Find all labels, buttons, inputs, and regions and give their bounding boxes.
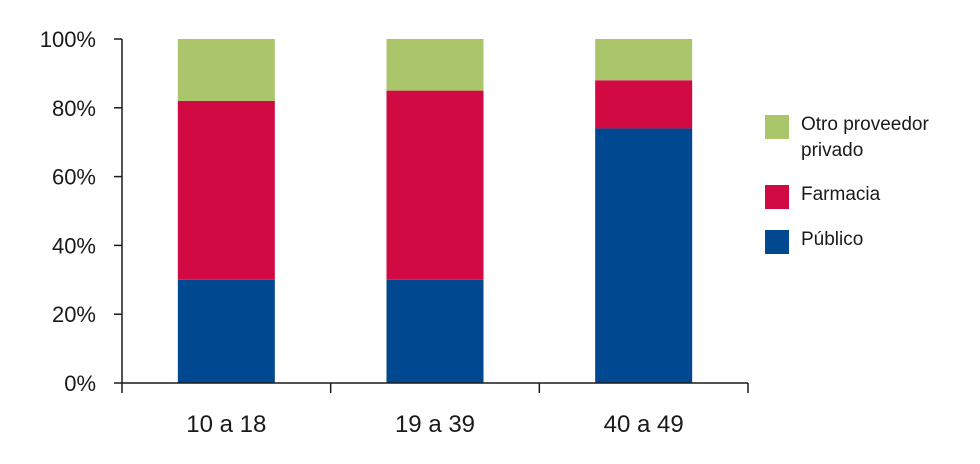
bar-otro-proveedor-privado-1 <box>177 39 275 101</box>
legend-label-farmacia: Farmacia <box>801 184 881 205</box>
legend-swatch-otro-proveedor <box>765 115 789 139</box>
y-tick-label: 60% <box>52 165 96 190</box>
x-tick-label: 19 a 39 <box>395 411 475 438</box>
legend-item-otro-proveedor: Otro proveedor privado <box>765 112 975 164</box>
bar-publico-1 <box>177 279 275 383</box>
x-tick-label: 10 a 18 <box>186 411 266 438</box>
bar-farmacia-3 <box>595 80 693 129</box>
y-tick-label: 100% <box>40 27 96 52</box>
bar-otro-proveedor-privado-2 <box>386 39 484 91</box>
y-tick-label: 40% <box>52 233 96 258</box>
legend: Otro proveedor privado Farmacia Público <box>765 112 975 272</box>
y-tick-label: 20% <box>52 302 96 327</box>
axes-group: 10 a 18 19 a 39 40 a 49 0% 20% 40% 60% 80% 100% <box>40 27 749 438</box>
y-tick-label: 0% <box>64 371 96 396</box>
bars-group <box>177 39 693 383</box>
bar-publico-2 <box>386 279 484 383</box>
x-tick-label: 40 a 49 <box>604 411 684 438</box>
bar-publico-3 <box>595 128 693 383</box>
legend-label-otro-proveedor: Otro proveedor privado <box>801 114 929 161</box>
legend-item-publico: Público <box>765 227 975 254</box>
legend-swatch-publico <box>765 230 789 254</box>
bar-otro-proveedor-privado-3 <box>595 39 693 81</box>
legend-swatch-farmacia <box>765 185 789 209</box>
y-tick-label: 80% <box>52 96 96 121</box>
legend-item-farmacia: Farmacia <box>765 182 975 209</box>
bar-farmacia-2 <box>386 90 484 280</box>
bar-farmacia-1 <box>177 100 275 280</box>
legend-label-publico: Público <box>801 229 864 250</box>
